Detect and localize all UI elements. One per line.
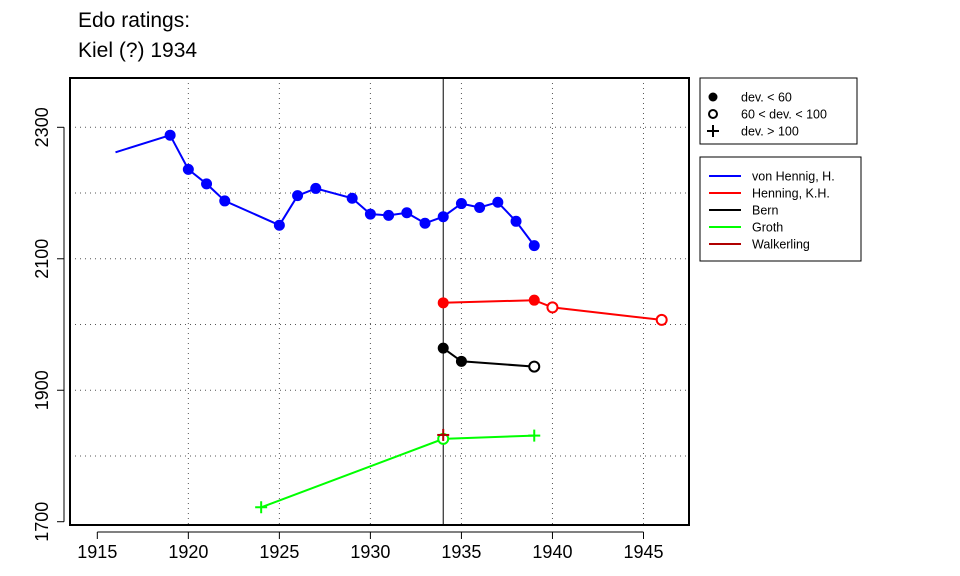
series-legend-item: Henning, K.H. (709, 187, 830, 201)
marker-legend-label: dev. > 100 (741, 125, 799, 139)
marker-legend-item: 60 < dev. < 100 (708, 108, 827, 122)
series-legend-label: von Hennig, H. (752, 170, 835, 184)
point-marker (528, 360, 541, 373)
point-marker (419, 217, 431, 229)
point-marker (164, 129, 176, 141)
series-henning-k-h (437, 294, 668, 326)
point-marker (510, 215, 522, 227)
x-tick-label: 1925 (259, 542, 299, 562)
series-legend-label: Henning, K.H. (752, 187, 830, 201)
x-tick-label: 1915 (77, 542, 117, 562)
marker-legend-label: dev. < 60 (741, 91, 792, 105)
x-tick-label: 1945 (623, 542, 663, 562)
y-tick-label: 2300 (32, 107, 52, 147)
point-marker (528, 429, 541, 442)
series-legend-label: Groth (752, 221, 783, 235)
point-marker (528, 240, 540, 252)
point-marker (546, 301, 559, 314)
x-tick-label: 1935 (441, 542, 481, 562)
chart-title-line-1: Edo ratings: (78, 9, 191, 32)
marker-legend-item: dev. < 60 (708, 91, 792, 105)
point-marker (255, 501, 268, 514)
series-walkerling (437, 428, 450, 441)
series-legend-item: von Hennig, H. (709, 170, 835, 184)
point-marker (219, 195, 231, 207)
point-marker (474, 201, 486, 213)
series-line (115, 133, 536, 247)
grid-layer (70, 78, 689, 525)
marker-legend-label: 60 < dev. < 100 (741, 108, 827, 122)
series-line (260, 434, 535, 509)
series-legend-label: Walkerling (752, 238, 810, 252)
point-marker (455, 198, 467, 210)
series-legend-item: Bern (709, 204, 778, 218)
marker-legend-item: dev. > 100 (707, 125, 799, 139)
point-marker (655, 313, 668, 326)
marker-legend: dev. < 60 60 < dev. < 100 dev. > 100 (699, 77, 858, 145)
series-legend-item: Groth (709, 221, 783, 235)
plus-icon (707, 125, 719, 137)
open-circle-icon (708, 109, 718, 119)
y-tick-label: 1900 (32, 370, 52, 410)
point-marker (310, 182, 322, 194)
point-marker (437, 297, 449, 309)
series-legend-item: Walkerling (709, 238, 810, 252)
filled-circle-icon (708, 92, 718, 102)
point-marker (528, 294, 540, 306)
point-marker (346, 192, 358, 204)
point-marker (273, 219, 285, 231)
series-legend-label: Bern (752, 204, 778, 218)
series-von-hennig-h (115, 129, 540, 252)
point-marker (492, 196, 504, 208)
point-marker (383, 209, 395, 221)
point-marker (455, 355, 467, 367)
point-marker (201, 178, 213, 190)
series-layer (115, 129, 668, 514)
point-marker (182, 163, 194, 175)
point-marker (401, 207, 413, 219)
point-marker (292, 190, 304, 202)
plot-frame (69, 77, 690, 526)
series-legend: von Hennig, H. Henning, K.H. Bern Groth Walk… (699, 156, 862, 262)
series-groth (255, 429, 541, 514)
x-tick-label: 1930 (350, 542, 390, 562)
y-tick-label: 1700 (32, 502, 52, 542)
y-tick-label: 2100 (32, 239, 52, 279)
point-marker (437, 428, 450, 441)
x-tick-label: 1920 (168, 542, 208, 562)
marker-legend-box (699, 77, 858, 145)
x-tick-label: 1940 (532, 542, 572, 562)
series-line (443, 299, 662, 321)
chart-title-line-2: Kiel (?) 1934 (78, 39, 198, 62)
point-marker (364, 208, 376, 220)
point-marker (437, 211, 449, 223)
series-bern (437, 342, 541, 373)
axis-layer: 1915 1920 1925 1930 1935 1940 1945 1700 1900 2100… (32, 107, 664, 562)
point-marker (437, 342, 449, 354)
